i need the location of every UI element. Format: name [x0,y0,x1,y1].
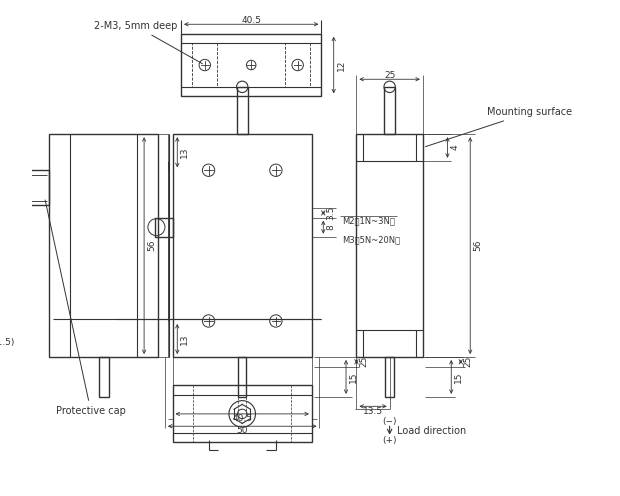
Bar [181,34,321,96]
Bar [356,134,423,357]
Bar [172,385,312,442]
Text: 8: 8 [326,224,335,230]
Text: (+): (+) [383,436,397,445]
Text: Protective cap: Protective cap [45,200,126,416]
Text: Load direction: Load direction [397,426,466,436]
Text: 56: 56 [147,240,156,251]
Bar [192,43,217,87]
Text: 3.5: 3.5 [326,206,335,220]
Text: 13: 13 [180,333,189,345]
Text: 2-M3, 5mm deep: 2-M3, 5mm deep [94,21,202,63]
Text: 50: 50 [236,427,248,435]
Text: (−): (−) [383,417,397,426]
Text: M3（5N~20N）: M3（5N~20N） [342,235,401,244]
Bar [238,357,247,397]
Text: 12: 12 [337,60,345,71]
Bar [19,170,50,205]
Text: (1.5): (1.5) [0,338,14,347]
Text: 56: 56 [473,240,482,251]
Text: Mounting surface: Mounting surface [425,107,572,147]
Text: 25: 25 [360,356,368,368]
Bar [237,87,248,134]
Text: 15: 15 [454,371,463,383]
Text: 25: 25 [384,71,396,80]
Bar [384,87,395,134]
Text: 13.5: 13.5 [363,407,383,416]
Text: 40.5: 40.5 [232,414,252,423]
Bar [50,134,158,357]
Bar [172,134,312,357]
Text: M2（1N~3N）: M2（1N~3N） [342,216,395,225]
Text: 4: 4 [450,145,459,150]
Text: 15: 15 [349,371,358,383]
Bar [386,357,394,397]
Bar [285,43,310,87]
Text: 25: 25 [464,356,472,368]
Text: 13: 13 [180,146,189,158]
Bar [156,218,172,237]
Bar [99,357,108,397]
Text: 40.5: 40.5 [241,16,261,25]
